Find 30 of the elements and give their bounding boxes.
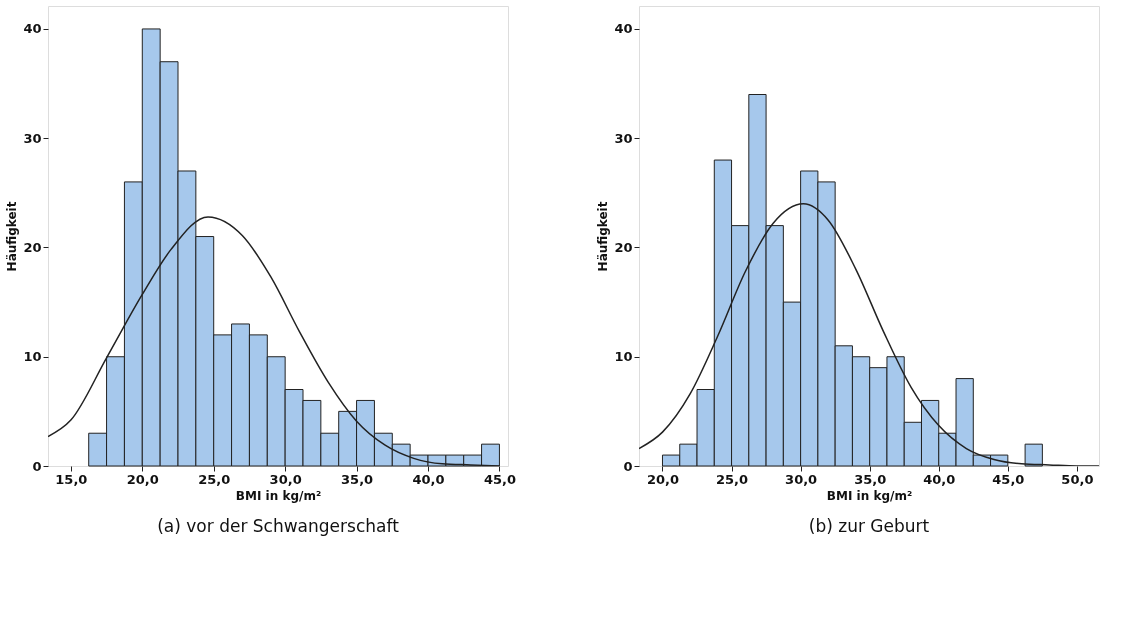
y-tick-label: 30 — [23, 130, 42, 146]
x-tick-label: 35,0 — [341, 471, 374, 487]
x-tick-label: 30,0 — [269, 471, 302, 487]
y-tick-label: 40 — [23, 21, 42, 37]
x-tick-label: 45,0 — [483, 471, 516, 487]
y-tick-label: 20 — [614, 239, 633, 255]
x-tick-label: 20,0 — [126, 471, 159, 487]
text: (a) vor der Schwangerschaft — [157, 516, 400, 536]
y-tick-label: 30 — [614, 130, 633, 146]
x-axis-title: BMI in kg/m² — [235, 488, 322, 503]
y-tick-label: 10 — [614, 349, 633, 365]
x-tick-label: 25,0 — [716, 471, 749, 487]
text: (b) zur Geburt — [808, 516, 930, 536]
x-tick-label: 20,0 — [646, 471, 680, 487]
y-tick-label: 10 — [23, 349, 42, 365]
y-tick-label: 0 — [32, 458, 42, 474]
y-tick-label: 40 — [614, 21, 633, 37]
x-tick-label: 40,0 — [923, 471, 956, 487]
x-axis-title: BMI in kg/m² — [826, 488, 913, 503]
y-tick-label: 0 — [623, 458, 633, 474]
x-tick-label: 30,0 — [785, 471, 818, 487]
y-axis-title: Häufigkeit — [5, 201, 20, 272]
x-tick-label: 25,0 — [198, 471, 231, 487]
x-tick-label: 40,0 — [412, 471, 445, 487]
y-axis-title: Häufigkeit — [596, 201, 611, 272]
x-tick-label: 15,0 — [55, 471, 88, 487]
x-tick-label: 35,0 — [854, 471, 887, 487]
x-tick-label: 45,0 — [992, 471, 1025, 487]
y-tick-label: 20 — [23, 239, 42, 255]
x-tick-label: 50,0 — [1061, 471, 1094, 487]
